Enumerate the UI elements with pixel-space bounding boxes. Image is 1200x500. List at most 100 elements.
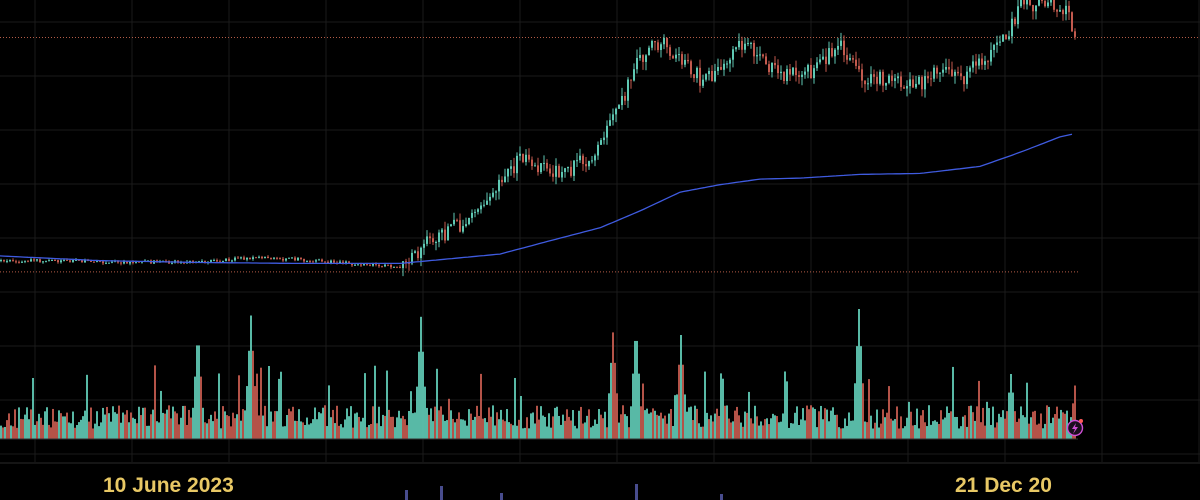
volume-bar — [402, 415, 404, 439]
volume-bar — [508, 422, 510, 439]
volume-bar — [910, 411, 912, 439]
volume-bar — [444, 420, 446, 439]
candle-body — [216, 260, 218, 262]
volume-bar — [38, 413, 40, 439]
candle-body — [606, 125, 608, 138]
volume-bar — [438, 410, 440, 439]
candle-body — [3, 260, 5, 262]
volume-bar — [1064, 413, 1066, 439]
candle-body — [858, 65, 860, 70]
volume-bar — [30, 409, 32, 439]
candle-body — [570, 166, 572, 176]
candle-body — [828, 48, 830, 64]
candle-body — [756, 55, 758, 57]
volume-bar — [542, 415, 544, 439]
volume-bar — [70, 423, 72, 439]
volume-bar — [990, 424, 992, 439]
volume-bar — [750, 418, 752, 439]
volume-bar — [50, 427, 52, 439]
candle-body — [891, 75, 893, 81]
volume-bar — [196, 345, 198, 439]
volume-bar — [1016, 421, 1018, 439]
volume-bar — [1062, 412, 1064, 439]
volume-bar — [502, 419, 504, 439]
volume-bar — [138, 406, 140, 439]
candle-body — [324, 261, 326, 263]
candle-body — [42, 261, 44, 263]
volume-bar — [268, 366, 270, 439]
candle-body — [768, 64, 770, 73]
candle-body — [747, 42, 749, 44]
volume-bar — [436, 368, 438, 439]
volume-bar — [618, 422, 620, 439]
volume-bar — [406, 425, 408, 439]
volume-bar — [896, 406, 898, 439]
candle-body — [399, 267, 401, 269]
candle-body — [492, 192, 494, 197]
volume-bar — [178, 424, 180, 439]
volume-bar — [432, 421, 434, 439]
candle-body — [1044, 0, 1046, 7]
volume-bar — [1048, 406, 1050, 439]
candle-body — [36, 259, 38, 261]
volume-bar — [900, 416, 902, 439]
candle-body — [1020, 0, 1022, 7]
volume-bar — [454, 422, 456, 439]
volume-bar — [516, 425, 518, 439]
volume-bar — [192, 407, 194, 439]
volume-bar — [580, 406, 582, 439]
candle-body — [1059, 10, 1061, 12]
volume-bar — [328, 385, 330, 439]
candle-body — [264, 256, 266, 259]
candle-body — [567, 166, 569, 169]
lightning-icon-glyph — [1072, 423, 1078, 434]
candle-body — [564, 168, 566, 172]
candle-body — [252, 257, 254, 259]
volume-bar — [394, 427, 396, 439]
volume-bar — [216, 418, 218, 439]
volume-bar — [448, 398, 450, 439]
volume-bar — [6, 420, 8, 439]
volume-bar — [390, 416, 392, 439]
candle-body — [102, 261, 104, 264]
volume-bar — [548, 413, 550, 439]
volume-bar — [234, 418, 236, 439]
candle-body — [714, 70, 716, 82]
candle-body — [603, 137, 605, 141]
volume-bar — [474, 416, 476, 439]
candle-body — [261, 256, 263, 259]
volume-bar — [226, 415, 228, 439]
candle-body — [447, 226, 449, 241]
candle-body — [852, 58, 854, 60]
volume-bar — [652, 408, 654, 439]
volume-bar — [298, 409, 300, 439]
candle-body — [465, 224, 467, 227]
volume-bar — [128, 422, 130, 439]
candle-body — [780, 71, 782, 74]
volume-bar — [936, 421, 938, 439]
candle-body — [228, 258, 230, 262]
candle-body — [477, 209, 479, 212]
volume-bar — [918, 428, 920, 439]
candle-body — [879, 71, 881, 84]
volume-bar — [600, 414, 602, 439]
volume-bar — [484, 418, 486, 439]
volume-bar — [76, 425, 78, 439]
candle-body — [1065, 5, 1067, 15]
volume-bar — [602, 418, 604, 439]
volume-bar — [868, 379, 870, 439]
volume-bar — [806, 405, 808, 439]
volume-bar — [994, 427, 996, 439]
volume-bar — [210, 414, 212, 439]
volume-bar — [738, 415, 740, 439]
candle-body — [525, 154, 527, 162]
candle-body — [945, 66, 947, 70]
volume-bar — [836, 414, 838, 439]
volume-bar — [810, 405, 812, 439]
candle-body — [474, 211, 476, 213]
volume-bar — [108, 413, 110, 439]
volume-bar — [150, 414, 152, 439]
candle-body — [903, 87, 905, 89]
candle-body — [615, 108, 617, 115]
